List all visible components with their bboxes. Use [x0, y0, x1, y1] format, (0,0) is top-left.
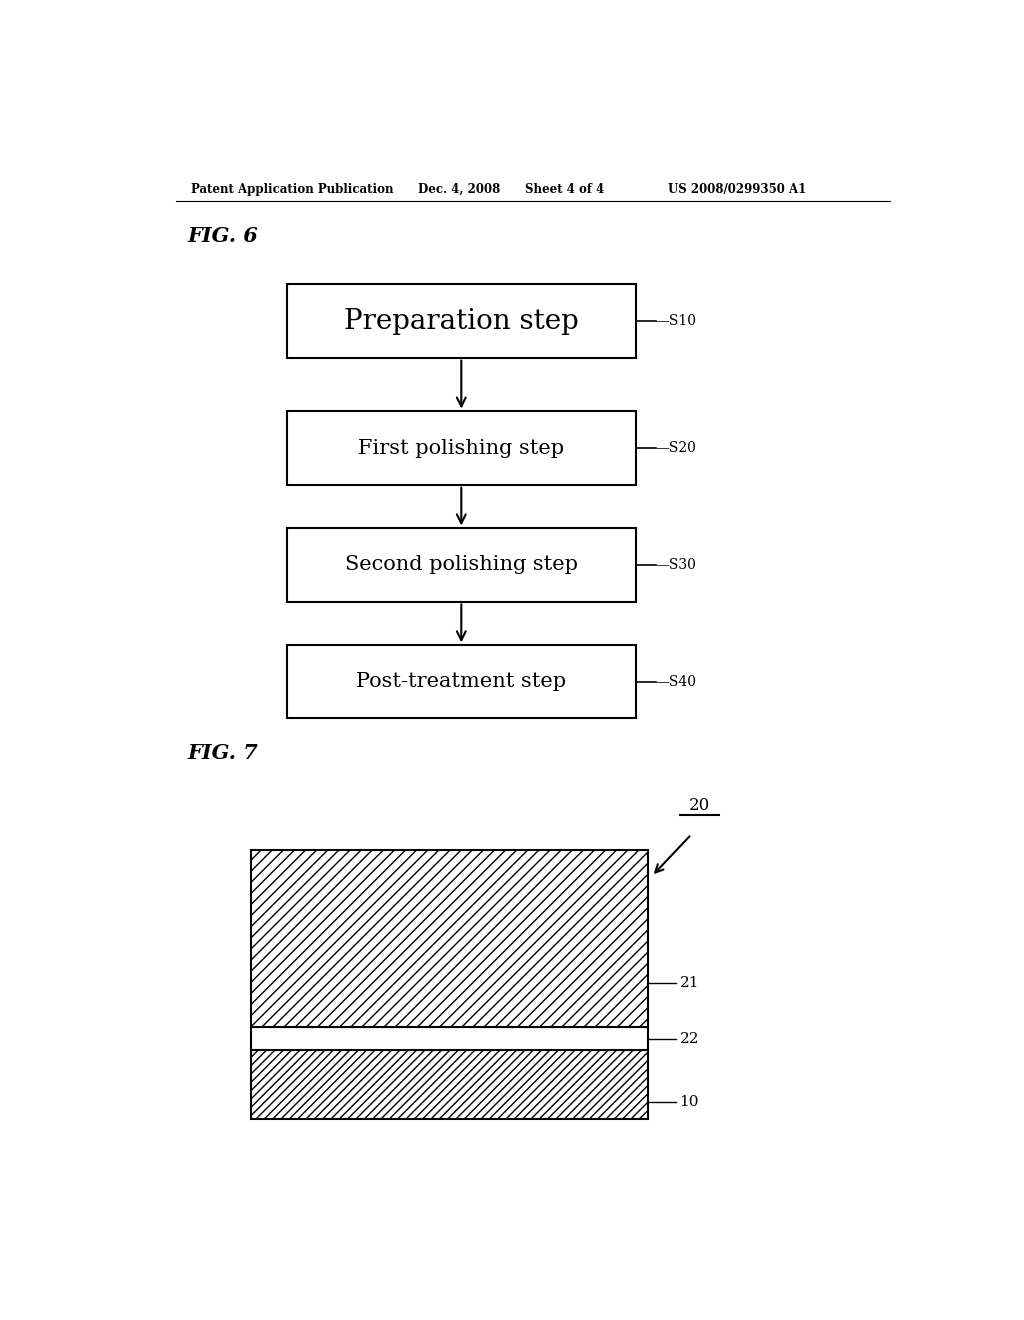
Text: Preparation step: Preparation step [344, 308, 579, 334]
Text: 10: 10 [680, 1094, 699, 1109]
Text: Second polishing step: Second polishing step [345, 556, 578, 574]
Text: FIG. 7: FIG. 7 [187, 743, 258, 763]
Text: Post-treatment step: Post-treatment step [356, 672, 566, 692]
Text: Patent Application Publication: Patent Application Publication [191, 183, 394, 195]
Text: Sheet 4 of 4: Sheet 4 of 4 [524, 183, 604, 195]
Bar [287, 412, 636, 484]
Text: FIG. 6: FIG. 6 [187, 226, 258, 246]
Text: —S10: —S10 [655, 314, 696, 329]
Bar [287, 528, 636, 602]
Text: —S40: —S40 [655, 675, 696, 689]
Text: —S20: —S20 [655, 441, 696, 455]
Bar [251, 1027, 648, 1049]
Text: 21: 21 [680, 975, 699, 990]
Text: 22: 22 [680, 1032, 699, 1045]
Bar [287, 645, 636, 718]
Text: Dec. 4, 2008: Dec. 4, 2008 [418, 183, 500, 195]
Text: US 2008/0299350 A1: US 2008/0299350 A1 [668, 183, 806, 195]
Bar [251, 1049, 648, 1119]
Bar [287, 284, 636, 358]
Text: 20: 20 [689, 797, 710, 814]
Text: —S30: —S30 [655, 558, 696, 572]
Bar [251, 850, 648, 1027]
Text: First polishing step: First polishing step [358, 438, 564, 458]
